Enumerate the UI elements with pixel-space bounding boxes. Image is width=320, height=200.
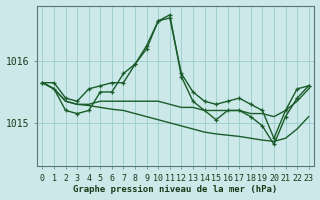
X-axis label: Graphe pression niveau de la mer (hPa): Graphe pression niveau de la mer (hPa) — [74, 185, 278, 194]
